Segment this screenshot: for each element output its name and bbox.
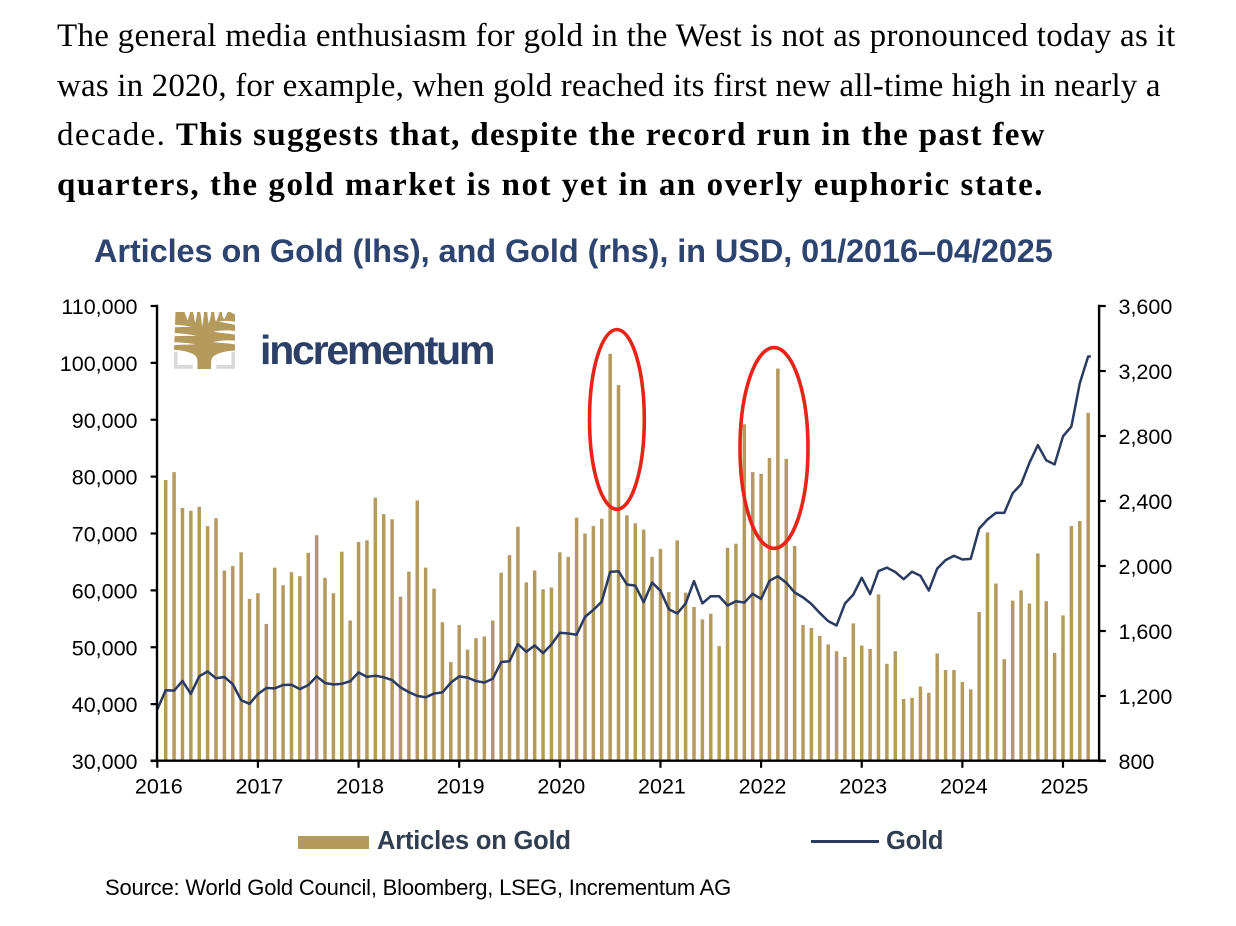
svg-text:40,000: 40,000	[72, 693, 138, 717]
svg-text:3,200: 3,200	[1119, 360, 1173, 384]
svg-text:2023: 2023	[839, 775, 887, 799]
svg-text:2020: 2020	[537, 775, 585, 799]
svg-text:1,200: 1,200	[1119, 685, 1173, 709]
svg-text:2,400: 2,400	[1119, 490, 1173, 514]
svg-text:60,000: 60,000	[72, 579, 138, 603]
svg-text:1,600: 1,600	[1119, 620, 1173, 644]
svg-text:3,600: 3,600	[1119, 295, 1173, 319]
svg-text:2021: 2021	[638, 775, 686, 799]
svg-text:100,000: 100,000	[60, 352, 138, 376]
svg-text:90,000: 90,000	[72, 409, 138, 433]
svg-text:30,000: 30,000	[72, 750, 138, 774]
svg-text:2019: 2019	[437, 775, 485, 799]
svg-text:2024: 2024	[940, 775, 988, 799]
svg-text:70,000: 70,000	[72, 523, 138, 547]
svg-text:110,000: 110,000	[61, 295, 137, 319]
svg-text:50,000: 50,000	[72, 636, 138, 660]
svg-text:2018: 2018	[336, 775, 384, 799]
svg-text:2,000: 2,000	[1119, 555, 1173, 579]
svg-text:800: 800	[1119, 750, 1155, 774]
svg-text:2017: 2017	[236, 775, 284, 799]
svg-text:2,800: 2,800	[1119, 425, 1173, 449]
svg-text:80,000: 80,000	[72, 466, 138, 490]
svg-text:2022: 2022	[739, 775, 787, 799]
svg-text:2016: 2016	[135, 775, 183, 799]
svg-text:2025: 2025	[1041, 775, 1089, 799]
